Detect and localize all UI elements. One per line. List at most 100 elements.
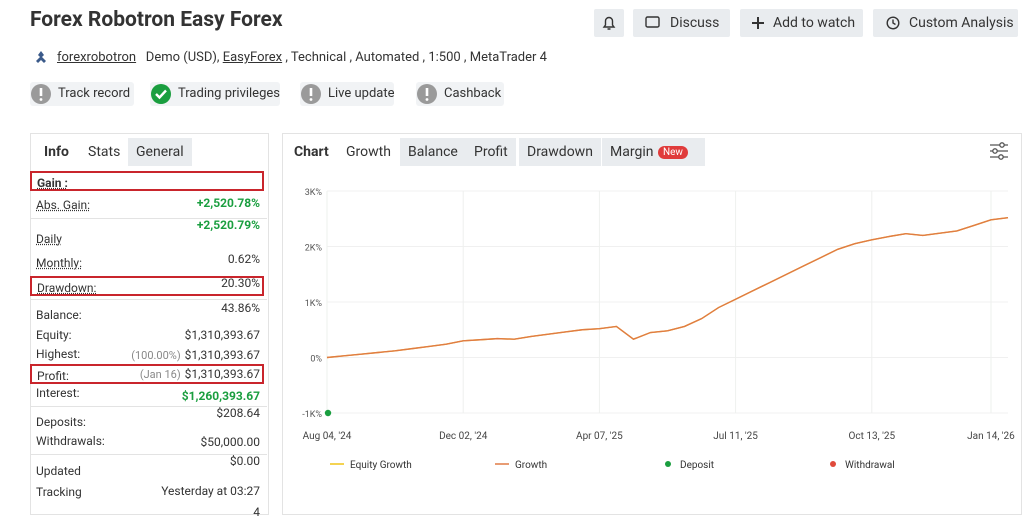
legend-key xyxy=(830,461,836,467)
stat-value: $50,000.00 xyxy=(201,432,260,452)
stat-value: 4 xyxy=(253,502,260,522)
stat-value: +2,520.79% xyxy=(197,215,260,235)
separator xyxy=(31,299,267,300)
marker xyxy=(324,409,332,417)
value: +2,520.78% xyxy=(196,196,260,210)
stat-label: Abs. Gain: xyxy=(36,198,91,212)
badge-icon xyxy=(417,84,437,104)
value: $208.64 xyxy=(216,406,260,420)
stat-value: 0.62% xyxy=(228,249,260,269)
stat-value: $1,260,393.67 xyxy=(182,386,260,406)
badge-label: Live update xyxy=(328,86,395,101)
details: , Technical , Automated , 1:500 , MetaTr… xyxy=(285,50,547,65)
value: 43.86% xyxy=(221,301,260,315)
stat-label: Deposits: xyxy=(36,415,86,429)
page: Forex Robotron Easy Forex Discuss Add to… xyxy=(30,8,1022,519)
broker-link[interactable]: EasyForex xyxy=(222,50,283,65)
stat-value: +2,520.78% xyxy=(197,193,260,213)
stat-label: Profit: xyxy=(37,369,69,383)
stat-label: Equity: xyxy=(36,328,72,342)
tab[interactable]: General xyxy=(128,138,192,166)
stat-row: Profit: $1,260,393.67 xyxy=(30,364,264,403)
stat-value: $0.00 xyxy=(230,451,260,471)
stat-row: Equity: (100.00%) $1,310,393.67 xyxy=(36,325,262,362)
tab[interactable]: Growth xyxy=(338,138,399,166)
stat-label: Highest: xyxy=(36,347,81,361)
legend-label: Withdrawal xyxy=(845,460,895,471)
stat-value: 20.30% xyxy=(221,273,260,293)
x-tick-label: Jul 11, '25 xyxy=(713,431,758,442)
button-label: Add to watch xyxy=(773,15,856,31)
line xyxy=(326,216,1009,359)
chart-panel xyxy=(282,133,1022,515)
stat-row: Deposits: $50,000.00 xyxy=(36,412,262,449)
stat-row: Drawdown: 43.86% xyxy=(30,276,264,315)
watch-button[interactable]: Add to watch xyxy=(740,9,863,37)
x-tick-label: Jan 14, '26 xyxy=(967,431,1015,442)
value: $1,260,393.67 xyxy=(181,389,260,403)
stat-row: Highest: (Jan 16) $1,310,393.67 xyxy=(36,344,262,381)
value: 0.62% xyxy=(227,252,260,266)
value: $50,000.00 xyxy=(200,435,260,449)
user-link[interactable]: forexrobotron xyxy=(57,50,137,65)
y-tick-label: 0% xyxy=(310,355,322,365)
stat-label: Daily xyxy=(36,232,62,246)
value: $1,310,393.67 xyxy=(184,328,260,342)
tab[interactable]: Chart xyxy=(286,138,337,166)
stat-note: (100.00%) xyxy=(131,349,181,362)
stat-row: Monthly: 20.30% xyxy=(36,253,262,290)
stat-row: Balance: $1,310,393.67 xyxy=(36,305,262,342)
tab[interactable]: Stats xyxy=(80,138,124,166)
stat-value: $1,310,393.67 xyxy=(185,325,260,345)
stat-label: Interest: xyxy=(36,386,80,400)
value: +2,520.79% xyxy=(196,218,260,232)
badge-label: Cashback xyxy=(444,86,502,101)
separator xyxy=(31,454,267,455)
value: 4 xyxy=(253,505,260,519)
x-tick-label: Aug 04, '24 xyxy=(303,431,352,442)
legend-label: Deposit xyxy=(680,460,714,471)
y-tick-label: -1K% xyxy=(302,410,322,420)
separator xyxy=(31,406,267,407)
stat-row: Withdrawals: $0.00 xyxy=(36,431,262,468)
tab[interactable]: Margin xyxy=(602,138,706,166)
stat-row: Daily 0.62% xyxy=(36,229,262,266)
stat-value: Yesterday at 03:27 xyxy=(161,481,260,501)
button-label: Discuss xyxy=(670,15,720,31)
stat-value: (100.00%) $1,310,393.67 xyxy=(131,345,260,366)
stat-label: Drawdown: xyxy=(37,281,97,295)
legend-label: Equity Growth xyxy=(350,460,412,471)
discuss-button[interactable]: Discuss xyxy=(633,9,730,37)
chart: -1K% 0% 1K% 2K% 3K% Aug 04, '24 Dec 02, '24 Apr… xyxy=(302,188,1015,471)
tab[interactable]: Profit xyxy=(466,138,516,166)
tab[interactable]: Info xyxy=(36,138,74,166)
account-info: forexrobotron Demo (USD), EasyForex , Te… xyxy=(57,50,547,65)
tab[interactable]: Drawdown xyxy=(519,138,601,166)
badge: Trading privileges xyxy=(150,82,280,106)
value: 20.30% xyxy=(221,276,260,290)
badge: Cashback xyxy=(416,82,504,106)
stat-label: Updated xyxy=(36,464,81,478)
value: $1,310,393.67 xyxy=(184,348,260,362)
stats-panel xyxy=(30,133,269,515)
stat-row: Tracking 4 xyxy=(36,482,262,519)
value: Yesterday at 03:27 xyxy=(161,484,260,498)
stat-label: Balance: xyxy=(36,308,82,322)
stat-row: Interest: $208.64 xyxy=(36,383,262,420)
legend-key xyxy=(665,461,671,467)
badge-icon xyxy=(31,84,51,104)
tab[interactable]: Balance xyxy=(400,138,466,166)
stat-value: $208.64 xyxy=(216,403,260,423)
line xyxy=(326,216,1009,359)
stat-label: Gain : xyxy=(37,176,68,190)
value: $0.00 xyxy=(229,454,260,468)
badge-icon xyxy=(301,84,321,104)
badge-label: Track record xyxy=(58,86,131,101)
legend-label: Growth xyxy=(515,460,547,471)
value: $1,310,393.67 xyxy=(184,367,260,381)
y-tick-label: 3K% xyxy=(305,188,323,198)
x-tick-label: Apr 07, '25 xyxy=(576,431,623,442)
bell-button[interactable] xyxy=(594,9,624,37)
settings-icon[interactable] xyxy=(988,140,1010,162)
analysis-button[interactable]: Custom Analysis xyxy=(873,9,1018,37)
